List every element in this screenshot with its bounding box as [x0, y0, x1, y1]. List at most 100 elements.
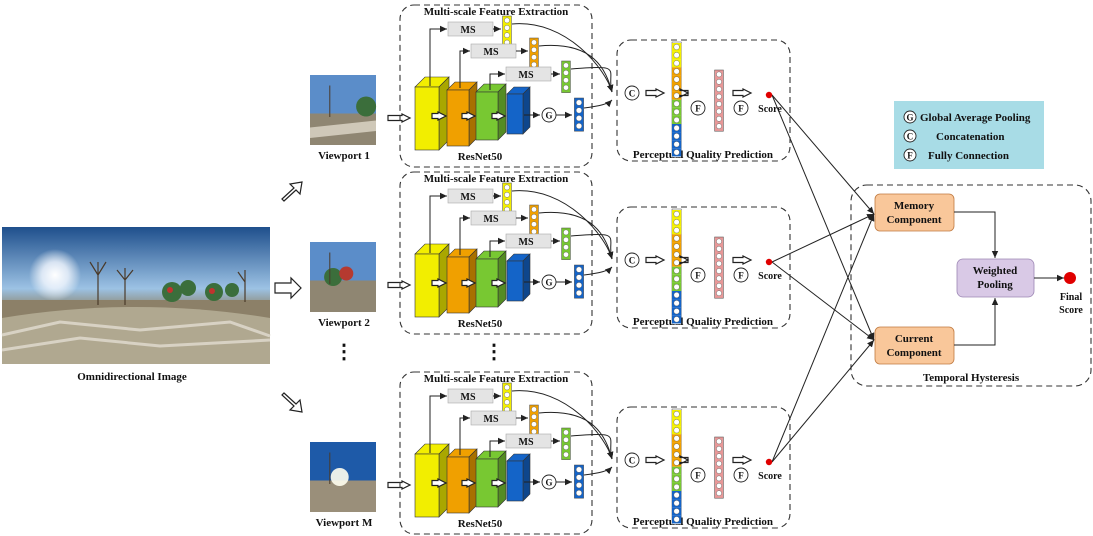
concat-vector-cell-3	[673, 419, 680, 426]
input-label: Omnidirectional Image	[77, 371, 187, 383]
resnet-stage3-1	[475, 83, 507, 141]
fc-vector-3-cell	[716, 475, 722, 482]
concat-vector-cell-2	[673, 235, 680, 242]
concat-to-feature-arrow-3	[645, 455, 666, 465]
viewport-image-3	[310, 442, 376, 512]
prediction-title-1: Perceptual Quality Prediction	[633, 149, 773, 161]
ms-vector-1-2	[529, 37, 539, 70]
svg-text:Component: Component	[886, 347, 941, 359]
resnet-stage2-2	[446, 248, 478, 314]
concat-vector-2	[671, 208, 682, 325]
concat-vector-cell-3	[673, 500, 680, 507]
concat-vector-cell-1	[673, 52, 680, 59]
current-to-pooling-arrow	[954, 298, 999, 346]
resnet-stage4-1-front	[506, 93, 524, 135]
resnet-stage4-3-side	[522, 453, 531, 502]
stage-arrow-a-1	[431, 111, 448, 121]
concat-vector-cell-2	[673, 267, 680, 274]
legend-box	[894, 101, 1044, 169]
ms-vector-1-2-cell	[531, 54, 537, 61]
resnet-stage4-1-side	[522, 86, 531, 135]
fc-vector-1-cell	[716, 123, 722, 129]
ms-vector-1-2-cell	[531, 47, 537, 53]
gap-vector-1-cell	[576, 122, 583, 129]
ms-vector-3-1	[502, 382, 512, 415]
temporal-hysteresis-module: Memory Component Current Component Weigh…	[850, 184, 1092, 387]
concat-node-3-label: C	[629, 456, 636, 466]
fc-node-a-2-label: F	[695, 271, 701, 281]
fc-vector-2	[714, 236, 724, 299]
concat-vector-cell-1	[673, 133, 680, 140]
fc-vector-2-cell	[716, 245, 722, 252]
score-to-memory-link-3	[771, 213, 875, 463]
gap-to-concat-curve-3	[583, 466, 613, 476]
ms-vector-3-3-cell	[563, 444, 569, 451]
fc-icon	[903, 148, 917, 162]
fc-vector-1-cell	[716, 71, 722, 78]
fc-vector-3-cell	[716, 482, 722, 489]
legend-item-fc: F Fully Connection	[903, 148, 1009, 162]
viewport-image-2-bush	[324, 268, 343, 286]
legend-item-concat: C Concatenation	[903, 129, 1004, 143]
fc-to-score-arrow-3	[732, 455, 753, 465]
concat-vector-cell-3	[673, 435, 680, 442]
score-label-3: Score	[758, 471, 782, 482]
ms-vector-2-3-cell	[563, 244, 569, 250]
concat-node-2-label: C	[629, 256, 636, 266]
svg-text:Global Average Pooling: Global Average Pooling	[920, 112, 1031, 124]
ms-vector-1-3-cell	[563, 62, 569, 69]
concat-node-1	[624, 85, 640, 101]
input-to-viewport-arrows	[274, 181, 303, 413]
fc-node-b-2-label: F	[738, 271, 744, 281]
feature-extraction-title-3: Multi-scale Feature Extraction	[424, 373, 569, 385]
viewport-image-1-path	[310, 120, 376, 138]
gap-node-3-label: G	[545, 478, 552, 488]
ms-vector-2-3	[561, 227, 571, 260]
ms-vector-3-2-cell	[531, 406, 537, 413]
ms-branch-arrow-1-3	[489, 70, 505, 90]
fc-vector-1-cell	[716, 116, 722, 122]
gap-vector-3-cell	[576, 482, 583, 489]
score-to-memory-link-2	[771, 213, 875, 263]
ms-vector-1-3-cell	[563, 84, 569, 91]
fc-node-b-2	[733, 267, 749, 283]
ms-to-concat-curve-3-1	[511, 390, 614, 460]
concat-to-feature-arrow-2	[645, 255, 666, 265]
ms-vector-3-2-cell	[531, 421, 537, 428]
gap-vector-2-cell	[576, 274, 583, 281]
concat-vector-cell-1	[673, 76, 680, 83]
feature-extraction-box-2	[399, 171, 593, 335]
resnet-stage3-2-side	[497, 250, 507, 308]
resnet-stage4-3-front	[506, 460, 524, 502]
backbone-label-3: ResNet50	[458, 518, 503, 530]
svg-text:G: G	[906, 113, 913, 123]
concat-vector-cell-1	[673, 60, 680, 67]
prediction-title-2: Perceptual Quality Prediction	[633, 316, 773, 328]
ms-vector-2-3-cell	[563, 229, 569, 236]
ms-label-1-1: MS	[461, 25, 476, 36]
svg-text:Pooling: Pooling	[977, 279, 1013, 291]
spacer-3	[679, 455, 690, 465]
resnet-stage2-3	[446, 448, 478, 514]
viewport-image-3-ground	[310, 480, 376, 512]
stage-arrow-b-1	[461, 111, 477, 121]
viewport-branch-3: Viewport M Multi-scale Feature Extraction…	[310, 371, 791, 535]
fc-node-a-3-label: F	[695, 471, 701, 481]
fc-vector-3-cell	[716, 453, 722, 460]
resnet-stage3-3	[475, 450, 507, 508]
omnidirectional-image	[1, 227, 271, 364]
concat-node-2	[624, 252, 640, 268]
arrow-to-viewport-2	[274, 276, 302, 300]
stage-arrow-a-3	[431, 478, 448, 488]
ms-vector-1-2-cell	[531, 61, 537, 68]
resnet-stage3-1-side	[497, 83, 507, 141]
viewport-label-1: Viewport 1	[318, 150, 370, 162]
gap-vector-1-cell	[576, 99, 583, 106]
stage-arrow-b-2	[461, 278, 477, 288]
fc-vector-1-cell	[716, 108, 722, 115]
fc-vector-2-cell	[716, 282, 722, 289]
prediction-box-3	[616, 406, 791, 529]
fc-node-b-1	[733, 100, 749, 116]
fc-vector-1-cell	[716, 79, 722, 85]
ms-vector-2-2	[529, 204, 539, 237]
